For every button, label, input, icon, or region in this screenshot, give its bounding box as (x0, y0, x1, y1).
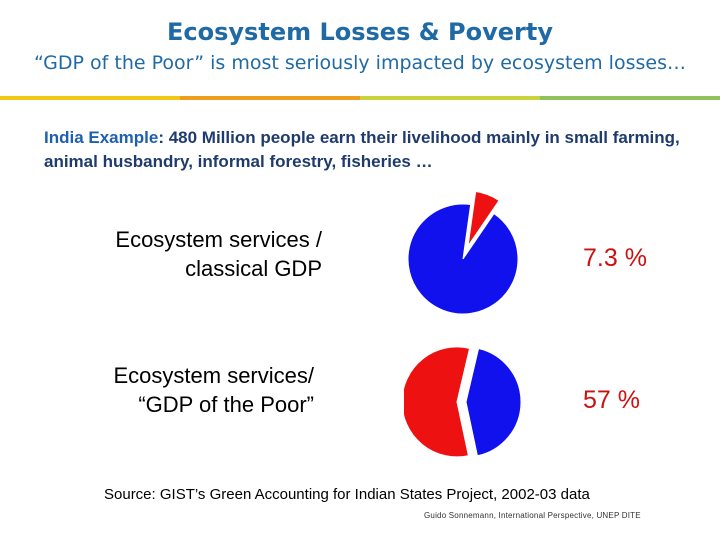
row-2-label: Ecosystem services/ “GDP of the Poor” (60, 361, 315, 419)
header-stripe (0, 96, 720, 100)
intro-body: : 480 Million people earn their liveliho… (44, 128, 680, 171)
row-1-value: 7.3 % (583, 244, 647, 272)
slide-subtitle: “GDP of the Poor” is most seriously impa… (34, 52, 686, 74)
pie-slice-2 (408, 203, 518, 315)
row-2-value: 57 % (583, 386, 640, 414)
pie-slice-2 (465, 347, 522, 457)
intro-highlight: India Example (44, 128, 159, 147)
stripe-segment-1 (0, 96, 180, 100)
stripe-segment-2 (180, 96, 360, 100)
pie-chart-gdp-of-the-poor (404, 346, 522, 458)
pie-slice-1 (404, 346, 471, 458)
pie-chart-classical-gdp (408, 190, 518, 315)
slide-title: Ecosystem Losses & Poverty (167, 18, 553, 46)
pie-slice-1 (467, 190, 500, 247)
source-note: Source: GIST’s Green Accounting for Indi… (104, 486, 590, 503)
intro-text: India Example: 480 Million people earn t… (44, 126, 694, 174)
footer-credit: Guido Sonnemann, International Perspecti… (424, 511, 641, 520)
row-1-label: Ecosystem services / classical GDP (60, 225, 322, 283)
row-1-label-line1: Ecosystem services / (115, 227, 322, 252)
stripe-segment-4 (540, 96, 720, 100)
row-2-label-line2: “GDP of the Poor” (138, 392, 314, 417)
stripe-segment-3 (360, 96, 540, 100)
row-1-label-line2: classical GDP (185, 256, 322, 281)
row-2-label-line1: Ecosystem services/ (113, 363, 315, 388)
